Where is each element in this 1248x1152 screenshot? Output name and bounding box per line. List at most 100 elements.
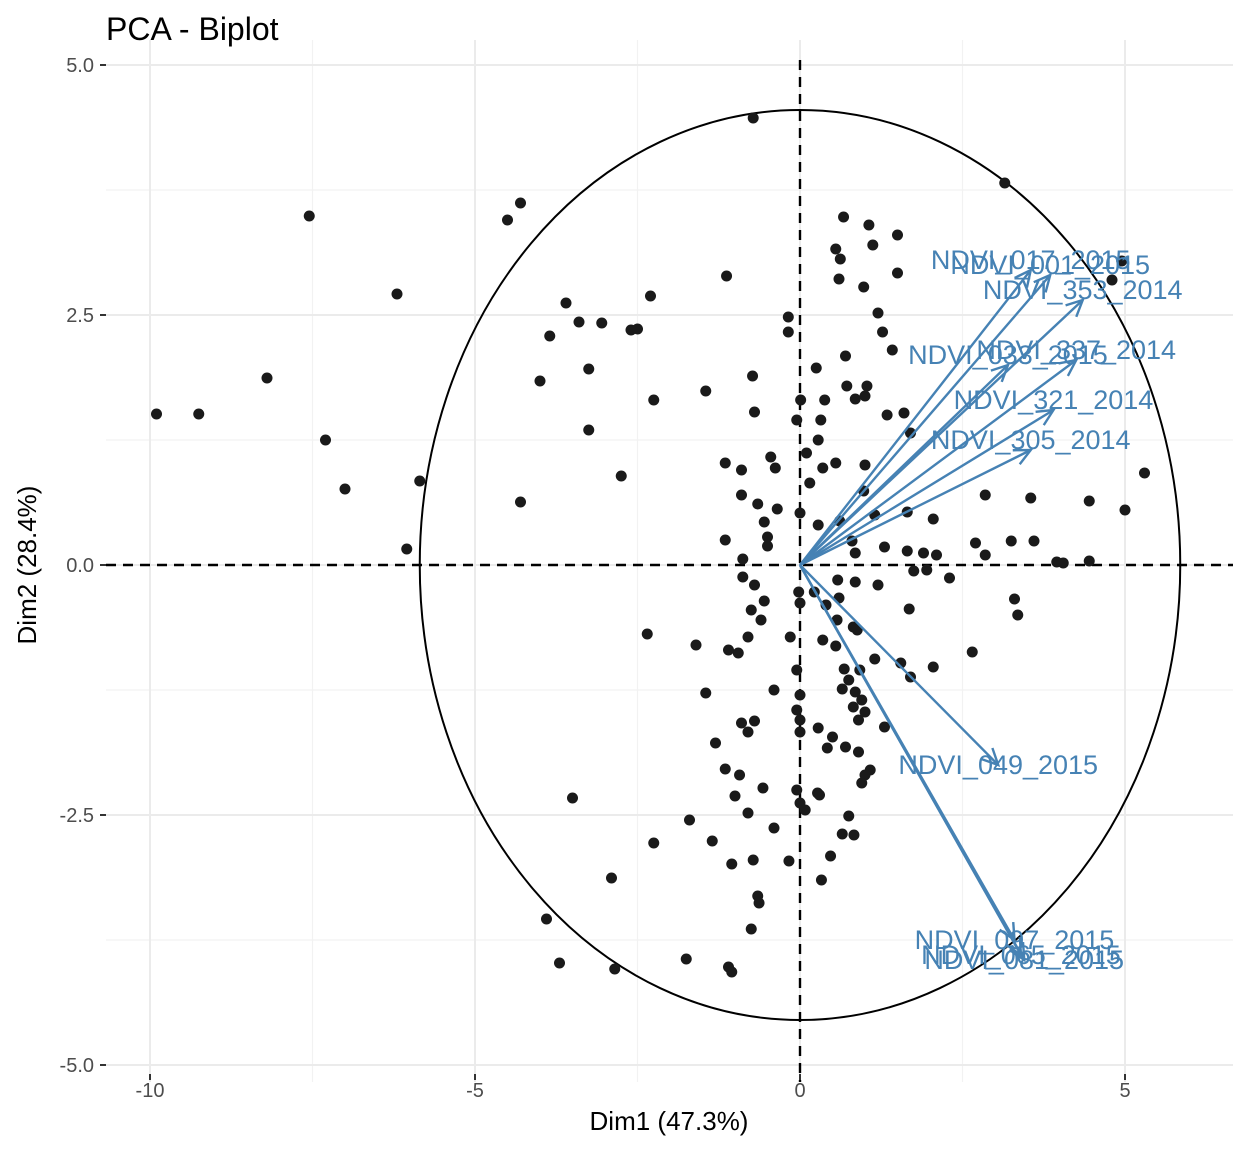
y-tick-label: 2.5 xyxy=(66,305,94,327)
individual-point xyxy=(719,534,731,546)
individual-point xyxy=(815,874,827,886)
individual-point xyxy=(849,393,861,405)
individual-point xyxy=(1139,467,1150,479)
individual-point xyxy=(193,408,205,420)
individual-point xyxy=(726,858,738,870)
individual-point xyxy=(859,706,871,718)
individual-point xyxy=(867,239,879,251)
variable-arrowhead xyxy=(1012,448,1034,465)
individual-point xyxy=(752,498,764,510)
individual-point xyxy=(560,297,572,309)
individual-point xyxy=(762,531,773,543)
individual-point xyxy=(648,394,660,406)
variable-arrow xyxy=(799,269,1032,566)
individual-point xyxy=(794,507,806,519)
individual-point xyxy=(979,549,991,561)
individual-point xyxy=(849,547,861,559)
individual-point xyxy=(541,913,552,925)
variable-arrowhead xyxy=(980,747,1001,767)
variable-arrow xyxy=(799,359,1077,566)
individual-point xyxy=(927,513,939,525)
individual-point xyxy=(757,782,769,794)
individual-point xyxy=(872,307,884,319)
individual-point xyxy=(615,470,627,482)
variable-label: NDVI_033_2015 xyxy=(908,340,1108,370)
individual-point xyxy=(1057,557,1069,569)
x-tick-label: 5 xyxy=(1119,1080,1130,1102)
individual-point xyxy=(810,362,822,374)
individual-point xyxy=(769,462,781,474)
individual-point xyxy=(895,657,907,669)
individual-point xyxy=(151,408,162,420)
individual-point xyxy=(794,689,806,701)
y-tick-label: -2.5 xyxy=(60,805,94,827)
individual-point xyxy=(742,807,754,819)
individual-point xyxy=(903,603,915,615)
individual-point xyxy=(700,687,712,699)
individual-point xyxy=(851,624,863,636)
individual-point xyxy=(849,576,861,588)
individual-point xyxy=(596,317,608,329)
variable-label: NDVI_353_2014 xyxy=(983,275,1183,305)
individual-point xyxy=(840,741,851,753)
variable-label: NDVI_097_2015 xyxy=(915,925,1115,955)
variable-label: NDVI_337_2014 xyxy=(976,335,1176,365)
variable-arrow xyxy=(799,408,1055,567)
individual-point xyxy=(680,953,692,965)
individual-point xyxy=(544,330,556,342)
individual-point xyxy=(799,804,811,816)
individual-point xyxy=(795,394,807,406)
individual-point xyxy=(856,694,868,706)
individual-point xyxy=(758,516,770,528)
variable-arrow xyxy=(798,564,1026,961)
individual-point xyxy=(879,541,890,553)
minor-gridlines xyxy=(106,40,1233,1082)
individual-point xyxy=(1012,609,1024,621)
individual-point xyxy=(690,639,702,651)
individual-point xyxy=(758,595,770,607)
variable-arrowhead xyxy=(1065,298,1085,318)
x-tick-label: 0 xyxy=(794,1080,805,1102)
variable-label: NDVI_049_2015 xyxy=(898,750,1098,780)
individual-point xyxy=(970,537,981,549)
variable-arrowhead xyxy=(1033,272,1053,293)
individual-point xyxy=(817,462,829,474)
individual-point xyxy=(841,380,853,392)
variable-label: NDVI_001_2015 xyxy=(950,250,1150,280)
individual-point xyxy=(784,631,796,643)
individual-point xyxy=(261,372,273,384)
individual-point xyxy=(742,631,754,643)
individual-point xyxy=(736,717,747,729)
individual-point xyxy=(819,394,831,406)
individual-point xyxy=(762,540,773,552)
individual-point xyxy=(863,219,875,231)
individual-point xyxy=(999,177,1011,189)
individual-point xyxy=(729,790,741,802)
individual-point xyxy=(747,854,759,866)
individual-point xyxy=(908,565,920,577)
individual-point xyxy=(339,483,351,495)
individual-point xyxy=(515,197,526,209)
individual-point xyxy=(742,726,754,738)
variable-arrowhead xyxy=(998,921,1016,943)
individual-point xyxy=(812,519,824,531)
individual-point xyxy=(1083,495,1095,507)
individual-point xyxy=(849,686,861,698)
individual-point xyxy=(1009,593,1020,605)
individual-point xyxy=(843,674,855,686)
individual-point xyxy=(901,545,913,557)
variable-arrow xyxy=(799,564,1000,766)
reference-lines xyxy=(106,60,1233,1082)
individual-point xyxy=(745,923,757,935)
individual-point xyxy=(1116,255,1128,267)
individual-point xyxy=(645,290,656,302)
individual-point xyxy=(834,253,846,265)
individual-point xyxy=(856,777,868,789)
individual-point xyxy=(1106,274,1118,286)
individual-point xyxy=(847,701,859,713)
individual-point xyxy=(641,628,653,640)
individual-point xyxy=(737,553,749,565)
individual-point xyxy=(881,409,893,421)
individual-point xyxy=(648,837,660,849)
